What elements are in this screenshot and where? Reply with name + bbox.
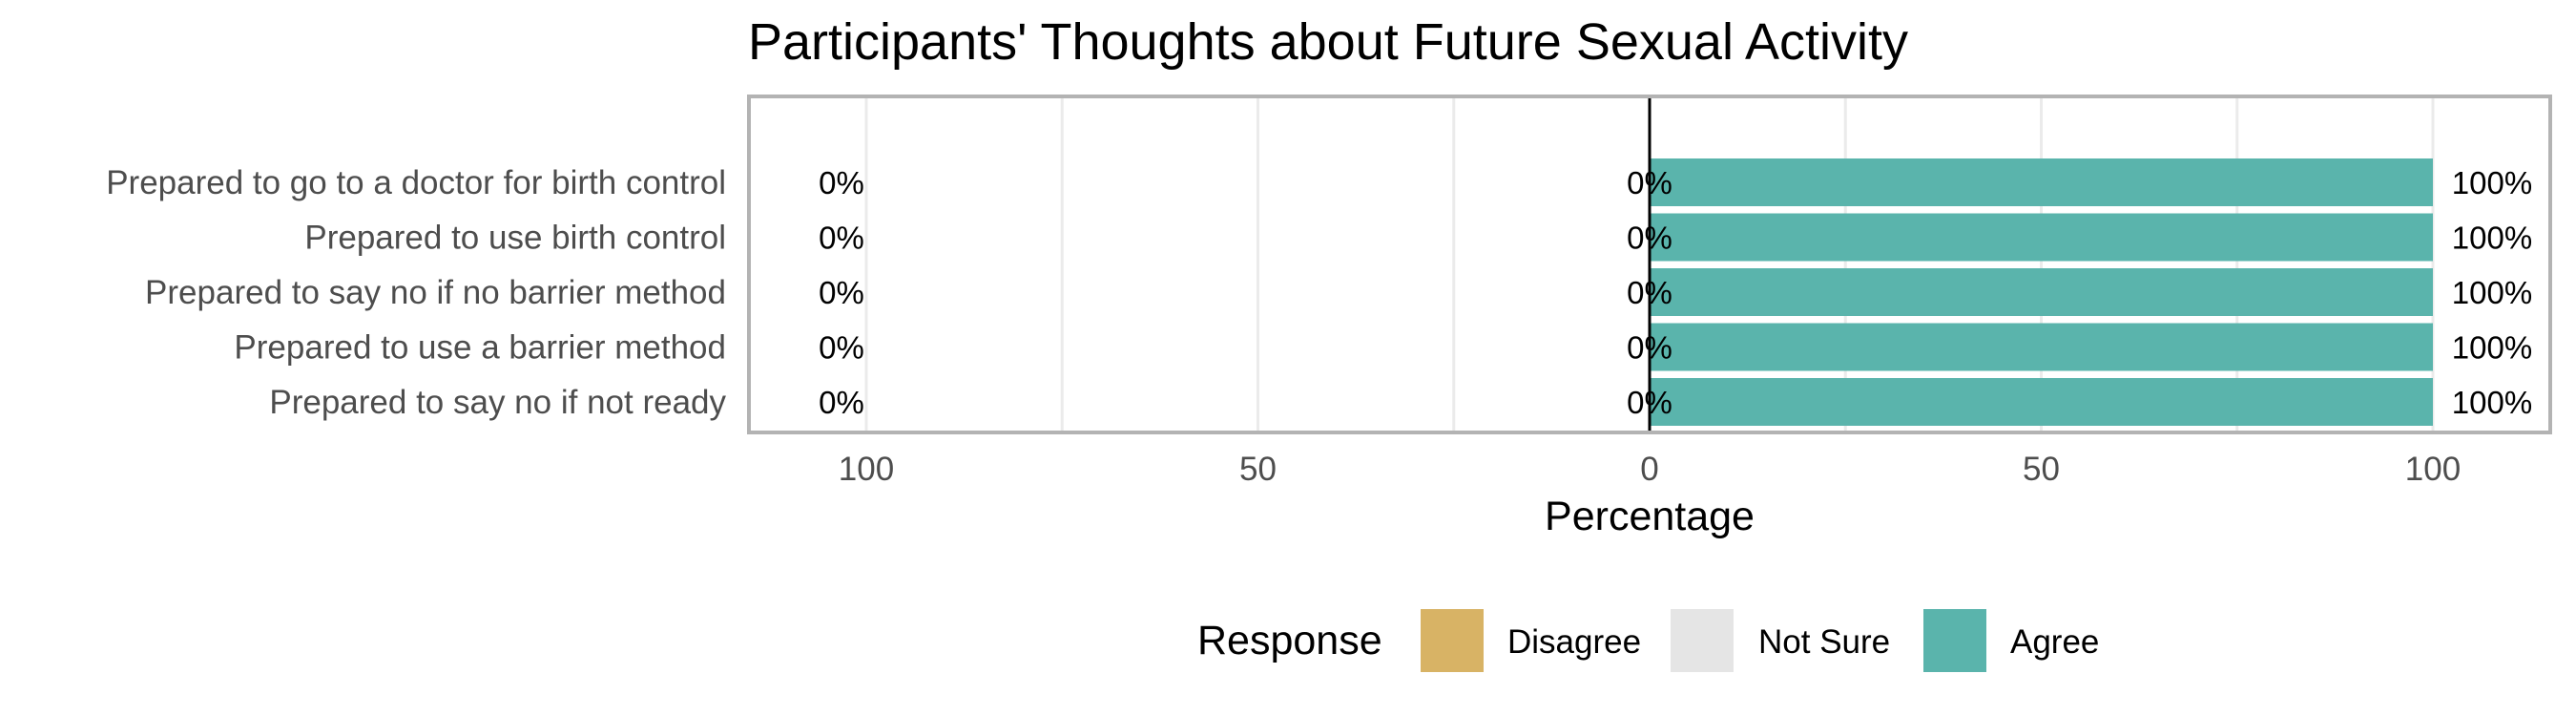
x-tick-label: 100: [839, 451, 894, 488]
legend-key-disagree: [1419, 607, 1485, 674]
bar-agree: [1650, 268, 2433, 316]
legend: Response Disagree Not Sure Agree: [1197, 607, 2099, 674]
data-label-disagree: 0%: [819, 330, 864, 366]
data-label-agree: 100%: [2452, 330, 2532, 366]
category-label: Prepared to say no if no barrier method: [145, 274, 726, 311]
legend-key-not-sure: [1669, 607, 1735, 674]
category-label: Prepared to use a barrier method: [234, 329, 726, 367]
data-label-not-sure: 0%: [1627, 385, 1672, 420]
legend-key-agree: [1922, 607, 1988, 674]
legend-label: Disagree: [1507, 623, 1641, 661]
x-axis-title: Percentage: [1545, 494, 1755, 539]
x-tick-label: 100: [2405, 451, 2461, 488]
x-tick-label: 0: [1640, 451, 1658, 488]
plot-border: [747, 95, 2552, 434]
data-label-disagree: 0%: [819, 221, 864, 256]
x-tick-label: 50: [1239, 451, 1277, 488]
data-label-disagree: 0%: [819, 165, 864, 200]
category-label: Prepared to say no if not ready: [269, 384, 726, 421]
bar-agree: [1650, 158, 2433, 206]
bars: [1650, 158, 2433, 426]
data-label-agree: 100%: [2452, 165, 2532, 200]
data-label-agree: 100%: [2452, 275, 2532, 310]
category-label: Prepared to use birth control: [304, 220, 726, 257]
legend-label: Agree: [2010, 623, 2099, 661]
data-label-not-sure: 0%: [1627, 330, 1672, 366]
data-labels: 0% 0% 100% 0% 0% 100% 0% 0% 100% 0% 0% 100% 0% 0% 100%: [819, 165, 2532, 420]
category-label: Prepared to go to a doctor for birth con…: [106, 164, 726, 201]
data-label-disagree: 0%: [819, 275, 864, 310]
x-tick-labels: 100 50 0 50 100: [839, 451, 2461, 488]
chart-title: Participants' Thoughts about Future Sexu…: [748, 13, 1908, 71]
x-tick-label: 50: [2023, 451, 2060, 488]
bar-agree: [1650, 323, 2433, 371]
legend-title: Response: [1197, 618, 1382, 663]
data-label-not-sure: 0%: [1627, 165, 1672, 200]
data-label-agree: 100%: [2452, 221, 2532, 256]
legend-label: Not Sure: [1758, 623, 1890, 661]
data-label-disagree: 0%: [819, 385, 864, 420]
data-label-not-sure: 0%: [1627, 275, 1672, 310]
category-labels: Prepared to go to a doctor for birth con…: [106, 164, 726, 421]
bar-agree: [1650, 378, 2433, 426]
data-label-not-sure: 0%: [1627, 221, 1672, 256]
bar-agree: [1650, 213, 2433, 262]
data-label-agree: 100%: [2452, 385, 2532, 420]
